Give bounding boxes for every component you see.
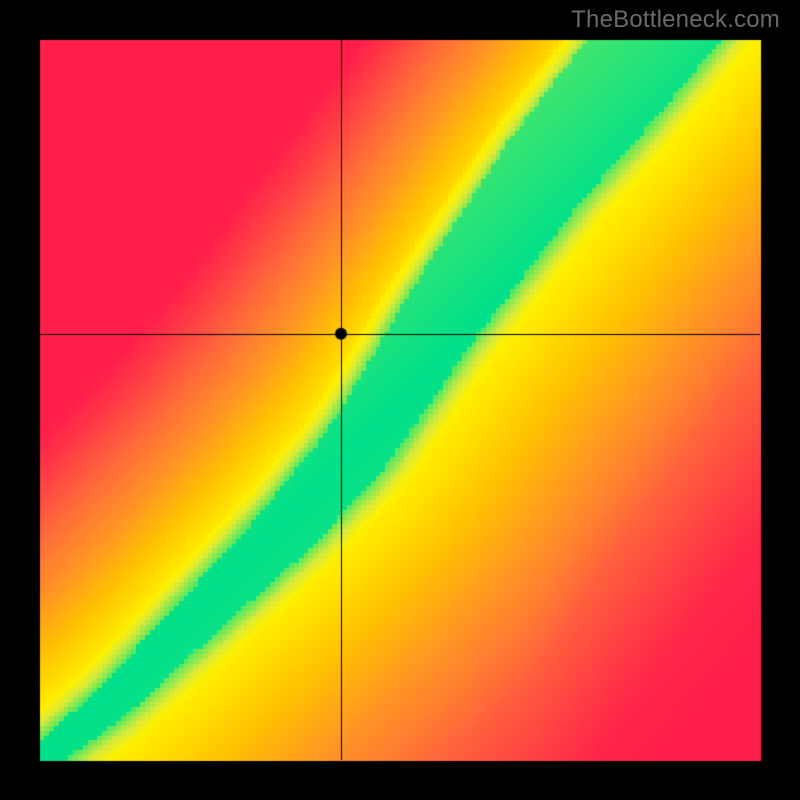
watermark-text: TheBottleneck.com	[571, 6, 780, 34]
bottleneck-heatmap	[0, 0, 800, 800]
chart-container: TheBottleneck.com	[0, 0, 800, 800]
